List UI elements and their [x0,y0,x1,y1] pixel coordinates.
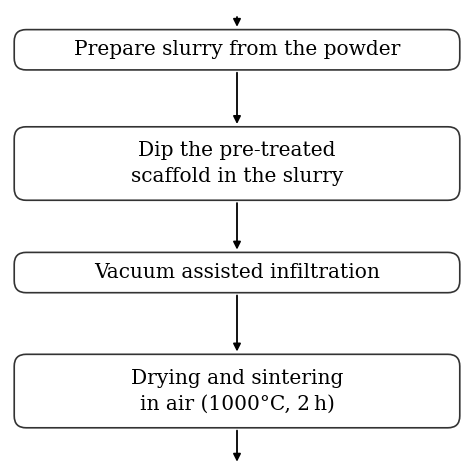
Text: Drying and sintering
in air (1000°C, 2 h): Drying and sintering in air (1000°C, 2 h… [131,369,343,413]
FancyBboxPatch shape [14,355,460,428]
Text: Prepare slurry from the powder: Prepare slurry from the powder [74,40,400,59]
FancyBboxPatch shape [14,252,460,292]
FancyBboxPatch shape [14,30,460,70]
Text: Vacuum assisted infiltration: Vacuum assisted infiltration [94,263,380,282]
Text: Dip the pre-treated
scaffold in the slurry: Dip the pre-treated scaffold in the slur… [131,141,343,186]
FancyBboxPatch shape [14,127,460,200]
